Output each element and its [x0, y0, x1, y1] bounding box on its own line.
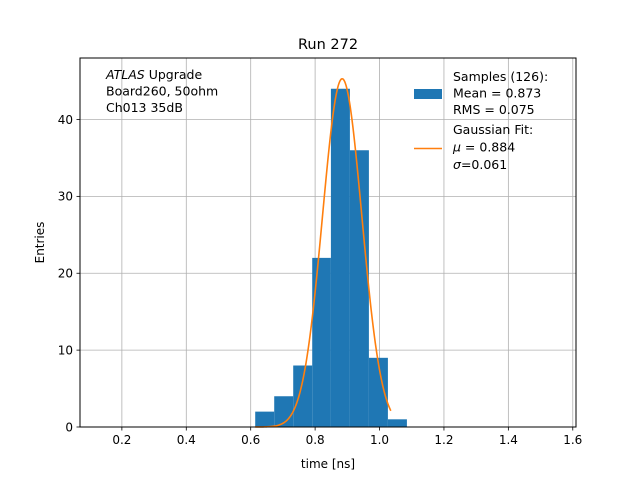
histogram-bar — [312, 257, 331, 427]
y-tick-label: 30 — [58, 190, 73, 204]
y-axis-label: Entries — [33, 222, 47, 264]
plot-frame — [79, 57, 577, 428]
y-tick-label: 10 — [58, 343, 73, 357]
histogram-bar — [368, 357, 388, 427]
legend: Samples (126): Mean = 0.873 RMS = 0.075 G… — [414, 69, 548, 172]
chart-title: Run 272 — [298, 37, 358, 53]
gaussian-fit-layer — [255, 77, 392, 428]
annotation-line: ATLAS Upgrade — [105, 67, 202, 82]
histogram-bar — [293, 365, 313, 427]
legend-fit-line: μ = 0.884 — [452, 140, 515, 155]
histogram-bar — [349, 150, 369, 427]
legend-samples-line: Samples (126): — [453, 69, 548, 84]
gaussian-fit-line — [255, 77, 392, 428]
x-tick-label: 0.4 — [177, 433, 196, 447]
atlas-annotation: ATLAS Upgrade Board260, 50ohm Ch013 35dB — [105, 67, 218, 115]
x-axis-ticks: 0.2 0.4 0.6 0.8 1.0 1.2 1.4 1.6 — [112, 427, 582, 447]
y-axis-ticks: 0 10 20 30 40 — [58, 113, 80, 434]
x-tick-label: 1.6 — [563, 433, 582, 447]
legend-fit-line: σ=0.061 — [453, 157, 507, 172]
histogram-bar — [387, 419, 407, 427]
x-tick-label: 1.0 — [370, 433, 389, 447]
x-tick-label: 0.8 — [306, 433, 325, 447]
x-axis-label: time [ns] — [301, 457, 355, 471]
annotation-line: Ch013 35dB — [106, 100, 183, 115]
legend-histogram-swatch — [414, 89, 442, 99]
x-tick-label: 0.2 — [112, 433, 131, 447]
x-tick-label: 1.4 — [499, 433, 518, 447]
histogram-bar — [330, 88, 350, 427]
histogram-bar — [255, 411, 275, 427]
legend-samples-line: Mean = 0.873 — [453, 86, 541, 101]
y-tick-label: 20 — [58, 267, 73, 281]
annotation-line: Board260, 50ohm — [106, 84, 218, 99]
x-tick-label: 1.2 — [434, 433, 453, 447]
y-tick-label: 40 — [58, 113, 73, 127]
legend-samples-line: RMS = 0.075 — [453, 102, 535, 117]
legend-fit-line: Gaussian Fit: — [453, 122, 533, 137]
y-tick-label: 0 — [65, 420, 73, 434]
x-tick-label: 0.6 — [241, 433, 260, 447]
histogram-bars — [255, 88, 407, 427]
